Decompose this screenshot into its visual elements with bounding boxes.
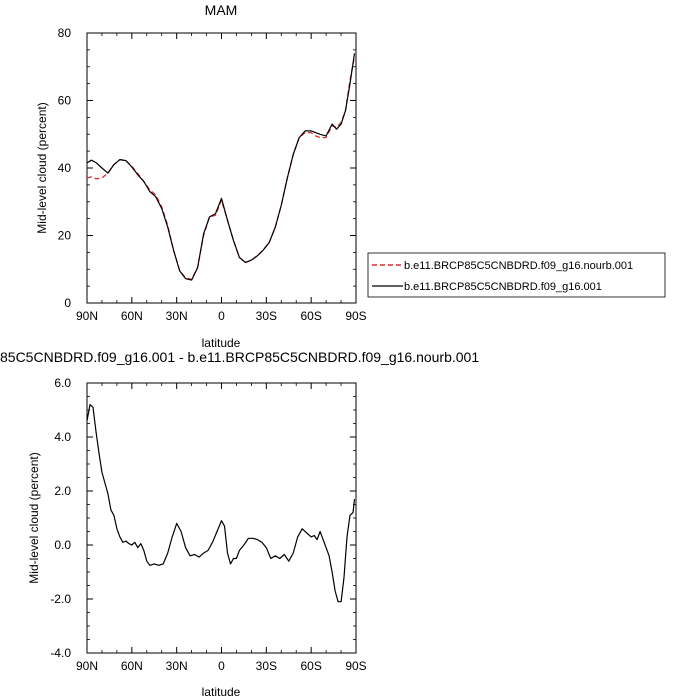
- legend: b.e11.BRCP85C5CNBDRD.f09_g16.nourb.001 b…: [367, 252, 666, 298]
- top-x-tick-label: 90S: [345, 309, 366, 323]
- bottom-x-tick-label: 60N: [121, 659, 143, 673]
- top-chart-ylabel: Mid-level cloud (percent): [35, 102, 49, 233]
- bottom-chart-plot-frame: [86, 382, 357, 654]
- top-x-tick-label: 60S: [300, 309, 321, 323]
- top-y-tick-label: 60: [58, 94, 72, 108]
- top-y-tick-label: 20: [58, 229, 72, 243]
- legend-label-nourb: b.e11.BRCP85C5CNBDRD.f09_g16.nourb.001: [404, 260, 633, 272]
- top-x-tick-label: 30S: [256, 309, 277, 323]
- bottom-y-tick-label: 4.0: [54, 430, 71, 444]
- bottom-y-tick-label: 6.0: [54, 376, 71, 390]
- bottom-chart-series: [86, 404, 356, 603]
- top-chart-plot-frame: [86, 32, 357, 304]
- bottom-chart-title: 85C5CNBDRD.f09_g16.001 - b.e11.BRCP85C5C…: [0, 349, 479, 365]
- top-series-line-1: [86, 53, 356, 281]
- bottom-y-tick-label: -4.0: [50, 646, 71, 660]
- bottom-x-tick-label: 0: [218, 659, 225, 673]
- top-y-tick-label: 0: [64, 296, 71, 310]
- bottom-x-tick-label: 60S: [300, 659, 321, 673]
- top-chart-xlabel: latitude: [202, 336, 241, 350]
- legend-label-control: b.e11.BRCP85C5CNBDRD.f09_g16.001: [404, 281, 602, 293]
- bottom-y-tick-label: 0.0: [54, 538, 71, 552]
- top-y-tick-label: 40: [58, 161, 72, 175]
- bottom-x-tick-label: 90S: [345, 659, 366, 673]
- bottom-chart: 85C5CNBDRD.f09_g16.001 - b.e11.BRCP85C5C…: [0, 349, 479, 699]
- bottom-y-tick-label: -2.0: [50, 592, 71, 606]
- top-x-tick-label: 30N: [166, 309, 188, 323]
- top-chart-title: MAM: [205, 2, 238, 18]
- bottom-chart-xlabel: latitude: [202, 685, 241, 699]
- bottom-series-line-0: [86, 404, 356, 603]
- bottom-x-tick-label: 90N: [76, 659, 98, 673]
- bottom-x-tick-label: 30S: [256, 659, 277, 673]
- top-y-tick-label: 80: [58, 26, 72, 40]
- top-chart: MAM 90N 60N 30N 0 30S 60S 90S 0 20 40 60 80 latitud…: [35, 2, 367, 350]
- top-x-tick-label: 0: [218, 309, 225, 323]
- legend-box: [367, 252, 666, 298]
- top-x-tick-label: 60N: [121, 309, 143, 323]
- top-series-line-0: [86, 56, 356, 281]
- bottom-chart-ticks: 90N 60N 30N 0 30S 60S 90S -4.0 -2.0 0.0 2.0 4.0 6.0: [50, 376, 366, 673]
- top-chart-ticks: 90N 60N 30N 0 30S 60S 90S 0 20 40 60 80: [58, 26, 367, 323]
- bottom-x-tick-label: 30N: [166, 659, 188, 673]
- top-chart-series: [86, 53, 356, 281]
- top-x-tick-label: 90N: [76, 309, 98, 323]
- bottom-y-tick-label: 2.0: [54, 484, 71, 498]
- bottom-chart-ylabel: Mid-level cloud (percent): [27, 452, 41, 583]
